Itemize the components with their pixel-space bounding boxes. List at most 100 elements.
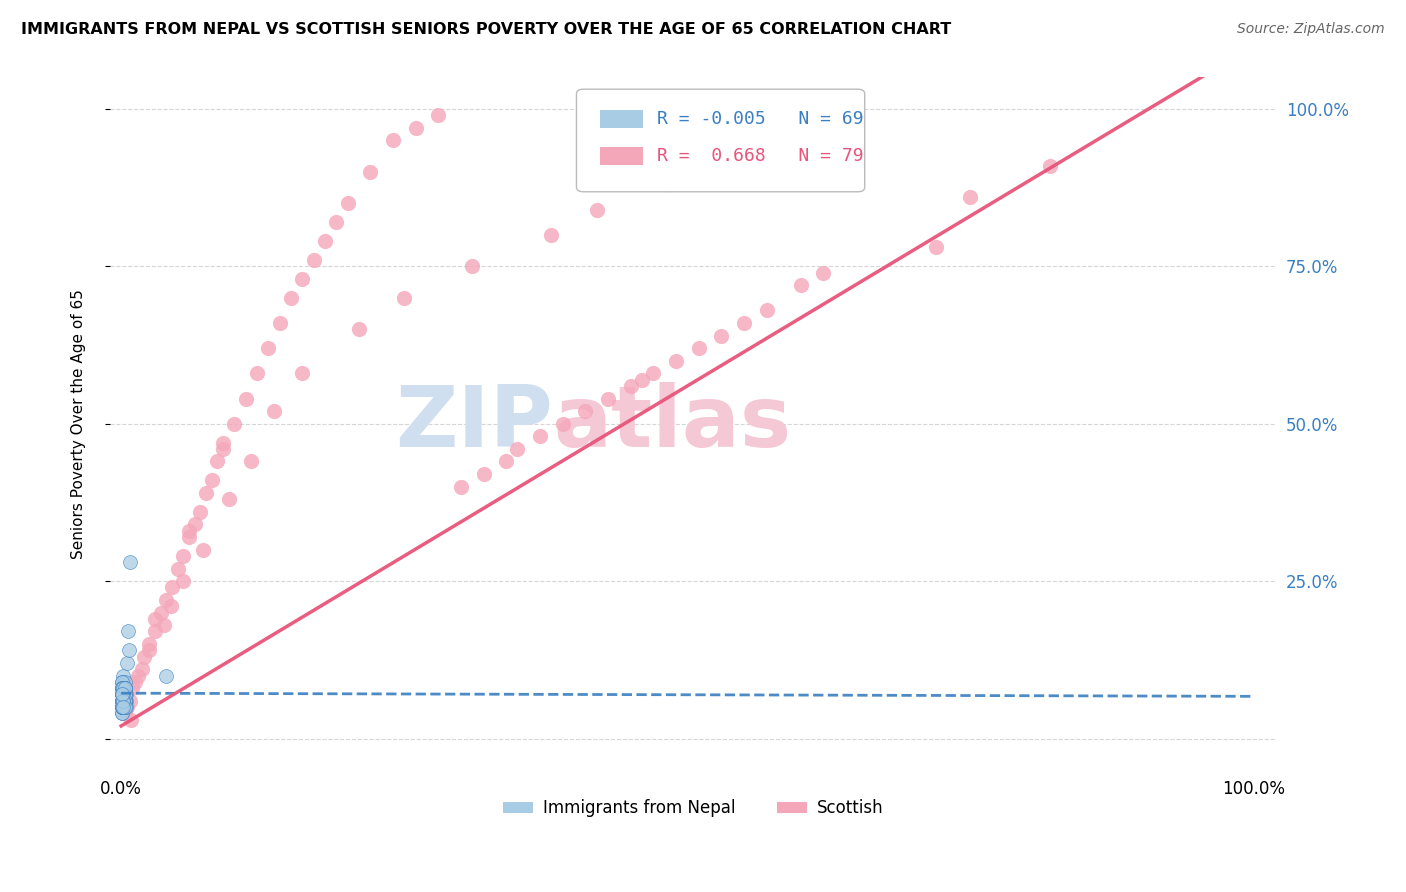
Point: [800, 127, 823, 141]
Point: [959, 190, 981, 204]
Point: [111, 681, 134, 695]
Point: [291, 272, 314, 286]
Point: [112, 700, 135, 714]
Point: [269, 316, 291, 330]
Point: [112, 681, 135, 695]
Point: [191, 542, 214, 557]
Point: [551, 417, 574, 431]
Point: [115, 700, 138, 714]
Text: R =  0.668   N = 79: R = 0.668 N = 79: [657, 147, 863, 165]
Point: [120, 713, 142, 727]
Point: [114, 694, 136, 708]
Point: [111, 688, 134, 702]
Point: [789, 278, 811, 293]
Point: [114, 700, 136, 714]
Point: [347, 322, 370, 336]
Point: [112, 688, 135, 702]
Point: [153, 618, 176, 632]
Point: [111, 674, 134, 689]
Point: [111, 681, 134, 695]
Point: [111, 681, 134, 695]
Text: atlas: atlas: [553, 382, 792, 466]
Point: [280, 291, 302, 305]
Point: [688, 341, 710, 355]
Point: [733, 316, 755, 330]
Point: [112, 668, 135, 682]
Point: [111, 688, 134, 702]
Point: [115, 656, 138, 670]
Point: [257, 341, 280, 355]
Point: [111, 694, 134, 708]
Point: [179, 524, 201, 538]
Point: [811, 266, 834, 280]
Point: [127, 668, 149, 682]
Point: [291, 367, 314, 381]
Point: [381, 133, 404, 147]
Point: [1039, 159, 1062, 173]
Point: [111, 694, 134, 708]
Point: [394, 291, 416, 305]
Point: [450, 480, 472, 494]
Point: [114, 694, 136, 708]
Point: [540, 227, 562, 242]
Legend: Immigrants from Nepal, Scottish: Immigrants from Nepal, Scottish: [496, 793, 890, 824]
Point: [112, 674, 135, 689]
Point: [114, 681, 136, 695]
Point: [114, 681, 136, 695]
Point: [166, 561, 188, 575]
Point: [620, 379, 643, 393]
Point: [160, 599, 183, 614]
Point: [207, 454, 229, 468]
Point: [111, 694, 134, 708]
Point: [114, 688, 136, 702]
Point: [201, 474, 224, 488]
Point: [111, 694, 134, 708]
Point: [111, 700, 134, 714]
Point: [111, 688, 134, 702]
Point: [138, 637, 160, 651]
Y-axis label: Seniors Poverty Over the Age of 65: Seniors Poverty Over the Age of 65: [72, 289, 86, 558]
Point: [172, 549, 194, 563]
Point: [114, 681, 136, 695]
Point: [111, 700, 134, 714]
Text: ZIP: ZIP: [395, 382, 553, 466]
Point: [359, 165, 381, 179]
Point: [149, 606, 172, 620]
Point: [224, 417, 246, 431]
Point: [405, 120, 427, 135]
Point: [114, 706, 136, 721]
Point: [721, 153, 744, 167]
Point: [112, 681, 135, 695]
Point: [114, 700, 136, 714]
Point: [212, 442, 235, 456]
Point: [112, 681, 135, 695]
Point: [596, 392, 619, 406]
Point: [654, 178, 676, 192]
Point: [155, 668, 177, 682]
Point: [114, 688, 136, 702]
Point: [111, 700, 134, 714]
Point: [114, 694, 136, 708]
Point: [665, 353, 688, 368]
Point: [111, 688, 134, 702]
Point: [755, 303, 778, 318]
Text: IMMIGRANTS FROM NEPAL VS SCOTTISH SENIORS POVERTY OVER THE AGE OF 65 CORRELATION: IMMIGRANTS FROM NEPAL VS SCOTTISH SENIOR…: [21, 22, 952, 37]
Point: [111, 700, 134, 714]
Point: [112, 688, 135, 702]
Point: [120, 694, 142, 708]
Point: [112, 694, 135, 708]
Point: [111, 694, 134, 708]
Point: [495, 454, 517, 468]
Point: [314, 234, 336, 248]
Point: [111, 700, 134, 714]
Point: [112, 700, 135, 714]
Point: [427, 108, 450, 122]
Point: [155, 593, 177, 607]
Point: [179, 530, 201, 544]
Point: [172, 574, 194, 588]
Point: [112, 694, 135, 708]
Point: [111, 700, 134, 714]
Point: [112, 688, 135, 702]
Point: [218, 492, 240, 507]
Point: [325, 215, 347, 229]
